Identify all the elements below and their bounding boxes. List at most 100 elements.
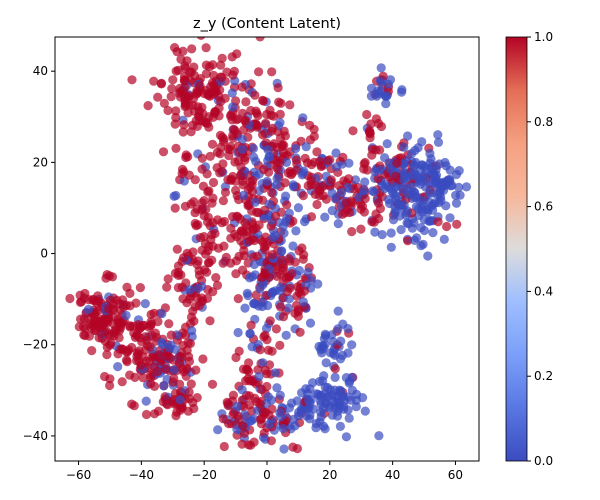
scatter-point <box>249 259 259 270</box>
scatter-point <box>340 208 350 218</box>
scatter-point <box>225 141 235 152</box>
scatter-point <box>418 196 429 206</box>
scatter-point <box>410 160 420 170</box>
scatter-point <box>65 293 75 304</box>
scatter-point <box>433 130 443 140</box>
scatter-point <box>436 192 446 202</box>
scatter-point <box>191 89 201 99</box>
scatter-point <box>263 345 273 355</box>
scatter-point <box>279 228 289 238</box>
scatter-point <box>141 409 152 420</box>
scatter-point <box>185 294 195 304</box>
scatter-point <box>275 118 285 128</box>
scatter-point <box>103 304 113 314</box>
scatter-point <box>208 193 218 203</box>
x-tick-label: −40 <box>129 468 154 482</box>
scatter-point <box>193 256 203 266</box>
scatter-point <box>127 399 137 409</box>
scatter-point <box>376 77 386 87</box>
x-tick-label: 0 <box>263 468 271 482</box>
scatter-point <box>138 373 148 383</box>
scatter-point <box>255 399 265 409</box>
scatter-point <box>185 285 195 295</box>
scatter-point <box>360 194 370 204</box>
scatter-point <box>288 241 298 251</box>
scatter-point <box>226 174 236 184</box>
scatter-point <box>162 282 172 292</box>
scatter-point <box>190 175 200 185</box>
scatter-point <box>212 163 222 173</box>
scatter-point <box>369 187 379 197</box>
scatter-point <box>216 60 226 70</box>
scatter-point <box>245 273 255 283</box>
scatter-point <box>181 150 191 160</box>
scatter-point <box>272 383 282 393</box>
scatter-point <box>237 82 247 92</box>
scatter-point <box>213 215 223 225</box>
scatter-point <box>172 244 182 254</box>
scatter-point <box>127 75 137 85</box>
scatter-point <box>271 264 281 274</box>
scatter-point <box>241 97 251 107</box>
scatter-point <box>234 251 244 261</box>
y-tick-label: 20 <box>33 155 48 169</box>
y-tick-label: 0 <box>40 247 48 261</box>
scatter-point <box>402 218 412 228</box>
scatter-point <box>260 205 270 215</box>
scatter-point <box>184 387 194 397</box>
scatter-point <box>193 220 203 230</box>
scatter-point <box>376 121 387 132</box>
scatter-point <box>230 157 240 167</box>
scatter-point <box>191 365 201 375</box>
scatter-point <box>163 105 173 116</box>
scatter-point <box>281 330 291 340</box>
scatter-point <box>125 321 135 331</box>
scatter-point <box>228 390 238 400</box>
scatter-point <box>168 75 178 85</box>
scatter-point <box>315 396 326 406</box>
scatter-point <box>417 204 427 214</box>
scatter-point <box>375 203 385 214</box>
scatter-point <box>300 153 310 163</box>
y-tick-label: 40 <box>33 64 48 78</box>
scatter-point <box>258 130 268 140</box>
scatter-point <box>246 105 256 116</box>
scatter-point <box>291 155 301 165</box>
scatter-point <box>203 217 213 227</box>
scatter-point <box>220 187 231 197</box>
scatter-point <box>178 294 188 304</box>
scatter-point <box>204 186 214 196</box>
scatter-point <box>92 298 102 308</box>
scatter-point <box>231 269 241 279</box>
scatter-point <box>403 131 413 141</box>
scatter-point <box>180 100 191 110</box>
scatter-point <box>418 239 428 249</box>
scatter-point <box>262 176 272 186</box>
scatter-point <box>370 227 380 237</box>
scatter-point <box>213 425 223 435</box>
scatter-point <box>287 269 297 279</box>
scatter-point <box>170 119 180 129</box>
scatter-point <box>218 196 228 206</box>
scatter-point <box>87 346 97 356</box>
scatter-point <box>261 118 271 128</box>
scatter-point <box>360 177 370 187</box>
scatter-point <box>219 441 229 452</box>
scatter-point <box>197 164 207 174</box>
scatter-point <box>386 242 396 252</box>
scatter-point <box>255 284 265 294</box>
scatter-point <box>333 219 343 229</box>
scatter-point <box>270 368 280 378</box>
scatter-point <box>238 176 248 186</box>
scatter-point <box>341 373 351 383</box>
scatter-point <box>144 322 154 332</box>
scatter-point <box>201 204 211 214</box>
colorbar-tick-label: 0.8 <box>534 115 553 129</box>
scatter-point <box>399 142 409 152</box>
scatter-point <box>197 102 207 112</box>
scatter-point <box>423 251 433 261</box>
scatter-point <box>161 351 171 361</box>
scatter-point <box>178 127 188 137</box>
scatter-point <box>301 384 311 394</box>
scatter-point <box>80 330 90 341</box>
